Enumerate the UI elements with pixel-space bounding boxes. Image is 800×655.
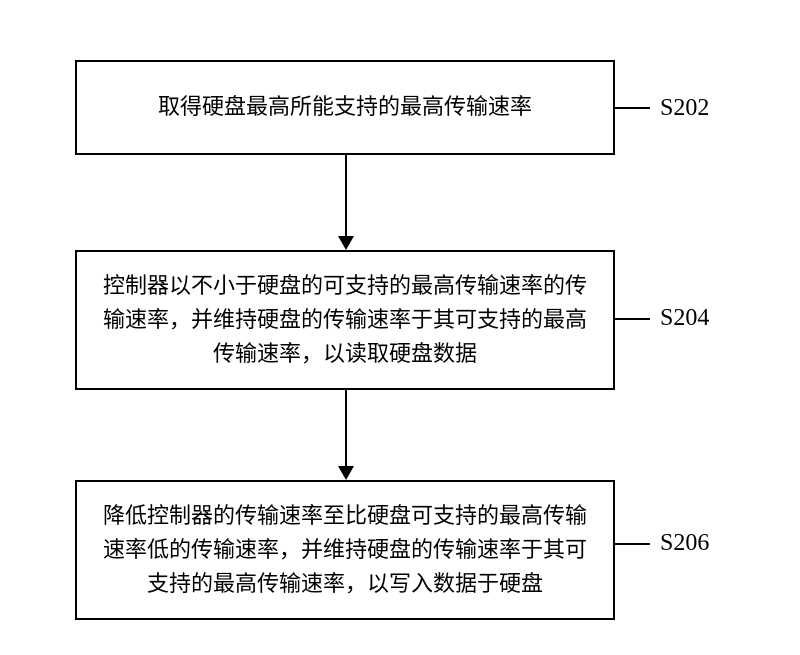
label-connector xyxy=(615,543,650,545)
flow-step-s202: 取得硬盘最高所能支持的最高传输速率 xyxy=(75,60,615,155)
label-connector xyxy=(615,318,650,320)
flow-step-label-s204: S204 xyxy=(660,305,709,332)
flow-step-s206: 降低控制器的传输速率至比硬盘可支持的最高传输速率低的传输速率，并维持硬盘的传输速… xyxy=(75,480,615,620)
label-connector xyxy=(615,107,650,109)
flow-arrow xyxy=(345,155,347,236)
flow-step-label-s206: S206 xyxy=(660,530,709,557)
flow-arrow xyxy=(345,390,347,466)
flow-step-s204: 控制器以不小于硬盘的可支持的最高传输速率的传输速率，并维持硬盘的传输速率于其可支… xyxy=(75,250,615,390)
flow-step-label-s202: S202 xyxy=(660,95,709,122)
flowchart-canvas: { "flowchart": { "type": "flowchart", "b… xyxy=(0,0,800,655)
flow-arrow-head xyxy=(338,236,354,250)
flow-step-text: 取得硬盘最高所能支持的最高传输速率 xyxy=(158,90,532,124)
flow-step-text: 降低控制器的传输速率至比硬盘可支持的最高传输速率低的传输速率，并维持硬盘的传输速… xyxy=(97,499,593,601)
flow-step-text: 控制器以不小于硬盘的可支持的最高传输速率的传输速率，并维持硬盘的传输速率于其可支… xyxy=(97,269,593,371)
flow-arrow-head xyxy=(338,466,354,480)
